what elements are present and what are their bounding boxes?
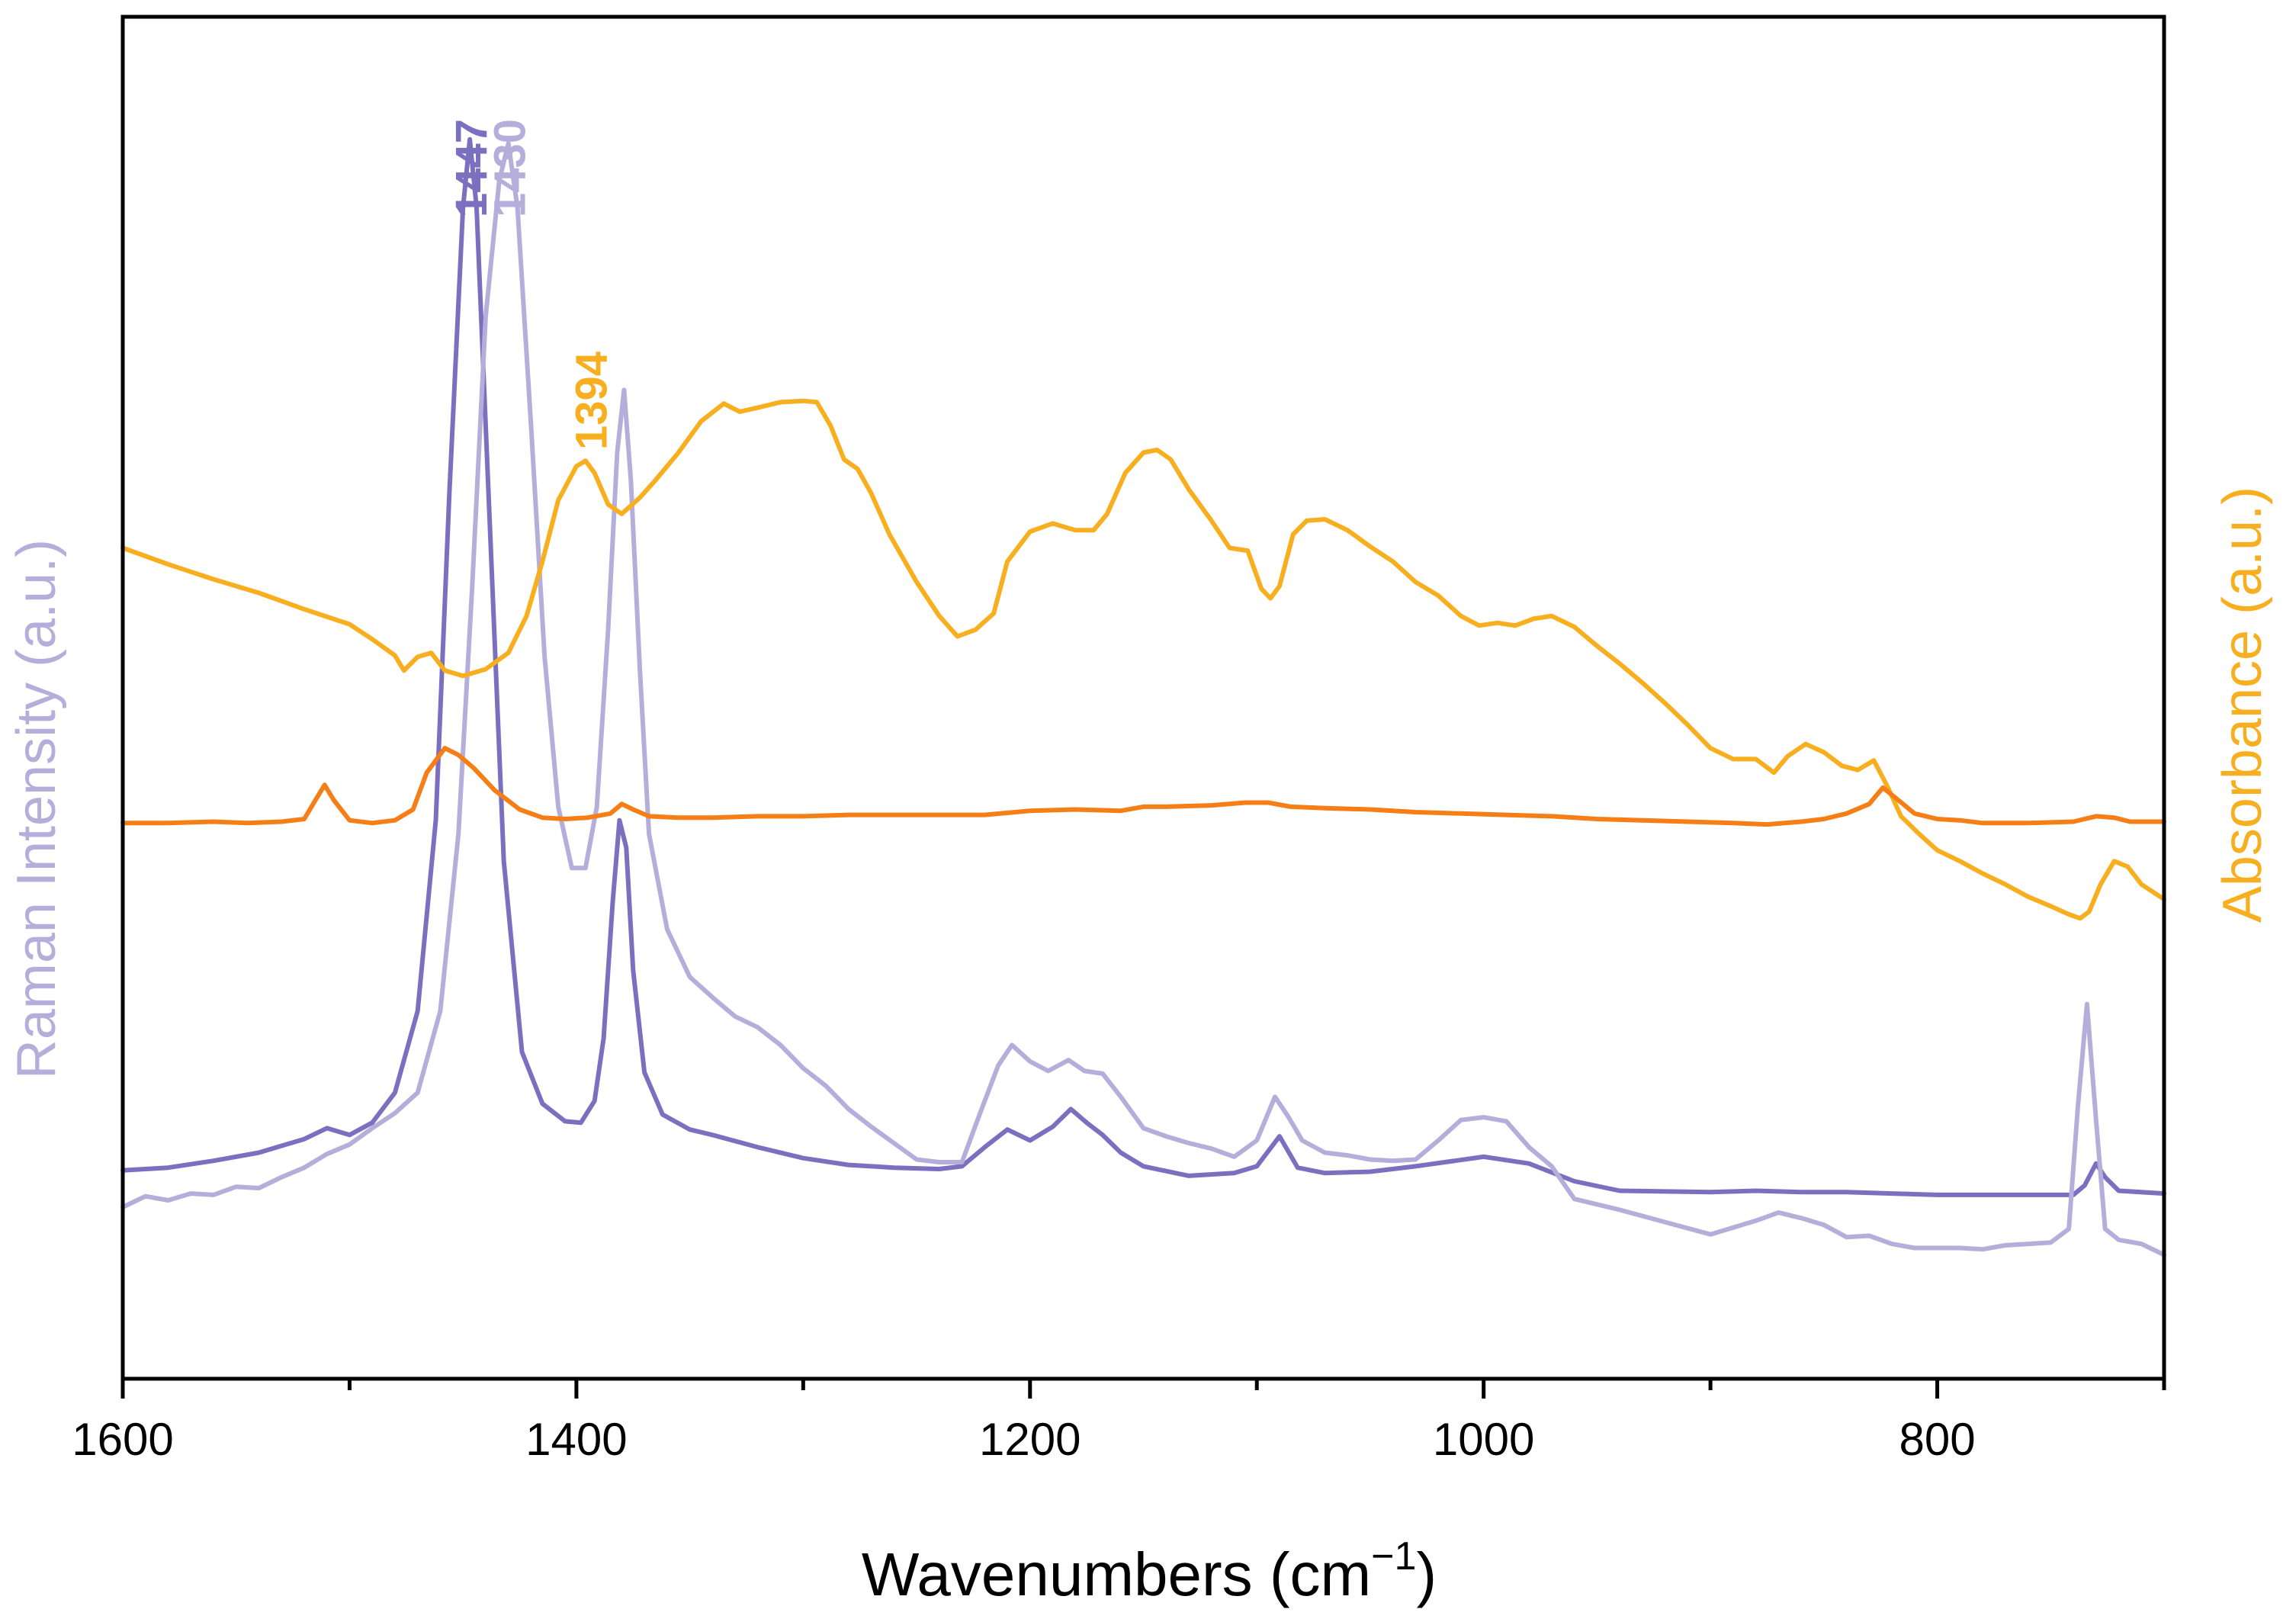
peak-label-1394: 1394 — [567, 352, 617, 450]
tick-layer: 1600 1400 1200 1000 800 — [72, 1379, 2166, 1465]
x-axis-label-main: Wavenumbers (cm — [862, 1540, 1371, 1608]
x-tick-label-1600: 1600 — [72, 1414, 173, 1465]
x-axis-label: Wavenumbers (cm−1) — [862, 1534, 1437, 1608]
axes-frame — [120, 14, 2166, 1381]
x-axis-label-superscript: −1 — [1371, 1534, 1416, 1579]
y-axis-label-left: Raman Intensity (a.u.) — [6, 539, 67, 1079]
axes-layer — [120, 14, 2166, 1381]
peak-label-1447: 1447 — [447, 119, 496, 217]
series-line-3 — [120, 398, 2166, 921]
series-line-4 — [120, 746, 2166, 827]
x-tick-label-1400: 1400 — [525, 1414, 627, 1465]
y-axis-label-right: Absorbance (a.u.) — [2212, 487, 2273, 923]
x-tick-label-800: 800 — [1899, 1414, 1976, 1465]
series-layer — [120, 137, 2166, 1257]
peak-label-1430: 1430 — [486, 119, 535, 217]
series-line-2 — [120, 141, 2166, 1257]
x-tick-label-1000: 1000 — [1433, 1414, 1534, 1465]
x-tick-label-1200: 1200 — [979, 1414, 1081, 1465]
series-line-1 — [120, 137, 2166, 1197]
x-axis-label-close: ) — [1416, 1540, 1437, 1608]
